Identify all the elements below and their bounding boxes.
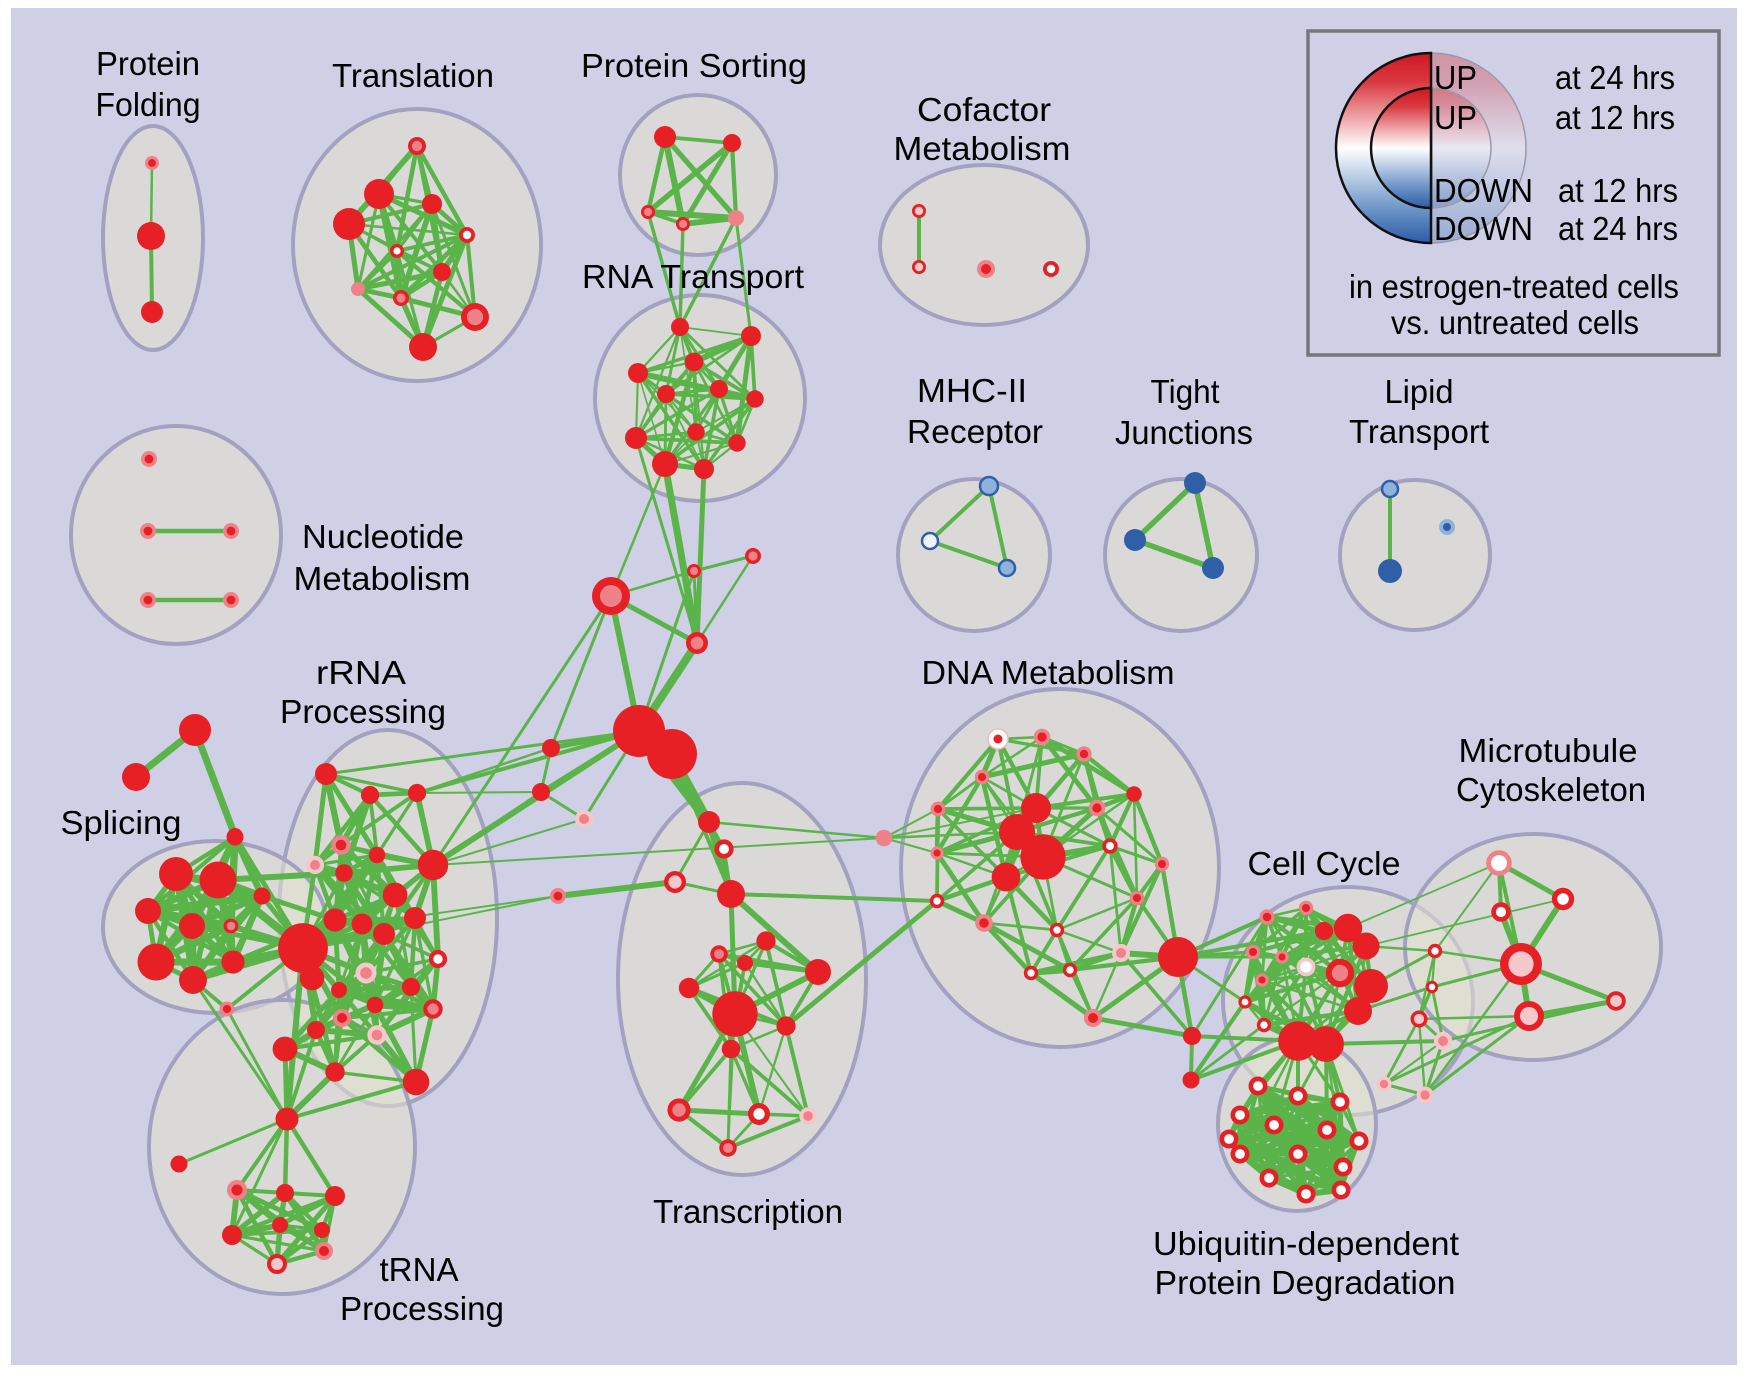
svg-text:at 24 hrs: at 24 hrs bbox=[1558, 210, 1678, 247]
svg-text:Cytoskeleton: Cytoskeleton bbox=[1456, 771, 1646, 808]
svg-text:MHC-II: MHC-II bbox=[917, 372, 1027, 409]
svg-text:Folding: Folding bbox=[96, 86, 201, 123]
svg-text:RNA Transport: RNA Transport bbox=[582, 258, 804, 295]
svg-text:UP: UP bbox=[1434, 59, 1477, 96]
svg-text:at 12 hrs: at 12 hrs bbox=[1555, 99, 1675, 136]
svg-text:Metabolism: Metabolism bbox=[294, 560, 471, 597]
svg-text:Processing: Processing bbox=[280, 693, 446, 730]
svg-text:Receptor: Receptor bbox=[907, 413, 1043, 450]
svg-text:DOWN: DOWN bbox=[1434, 210, 1533, 247]
svg-text:rRNA: rRNA bbox=[316, 654, 406, 691]
svg-text:Lipid: Lipid bbox=[1385, 373, 1454, 410]
svg-text:Transport: Transport bbox=[1349, 413, 1489, 450]
svg-text:Splicing: Splicing bbox=[61, 804, 182, 841]
svg-text:vs. untreated cells: vs. untreated cells bbox=[1391, 304, 1639, 341]
svg-text:Translation: Translation bbox=[332, 57, 494, 94]
svg-text:DOWN: DOWN bbox=[1434, 172, 1533, 209]
svg-text:Ubiquitin-dependent: Ubiquitin-dependent bbox=[1153, 1225, 1459, 1262]
svg-text:in estrogen-treated cells: in estrogen-treated cells bbox=[1349, 268, 1679, 305]
svg-text:Protein Degradation: Protein Degradation bbox=[1155, 1264, 1456, 1301]
svg-text:at 24 hrs: at 24 hrs bbox=[1555, 59, 1675, 96]
svg-text:Cell Cycle: Cell Cycle bbox=[1248, 845, 1401, 882]
svg-text:Nucleotide: Nucleotide bbox=[302, 518, 464, 555]
svg-text:Protein Sorting: Protein Sorting bbox=[581, 47, 807, 84]
svg-text:tRNA: tRNA bbox=[380, 1251, 459, 1288]
svg-text:Junctions: Junctions bbox=[1115, 414, 1253, 451]
svg-text:DNA Metabolism: DNA Metabolism bbox=[922, 654, 1175, 691]
svg-text:Protein: Protein bbox=[96, 45, 200, 82]
svg-text:Metabolism: Metabolism bbox=[894, 130, 1071, 167]
svg-text:Cofactor: Cofactor bbox=[917, 91, 1051, 128]
svg-text:at 12 hrs: at 12 hrs bbox=[1558, 172, 1678, 209]
svg-text:Transcription: Transcription bbox=[653, 1193, 843, 1230]
svg-text:Microtubule: Microtubule bbox=[1459, 732, 1638, 769]
svg-text:Tight: Tight bbox=[1151, 373, 1220, 410]
svg-text:UP: UP bbox=[1434, 99, 1477, 136]
svg-text:Processing: Processing bbox=[340, 1290, 504, 1327]
